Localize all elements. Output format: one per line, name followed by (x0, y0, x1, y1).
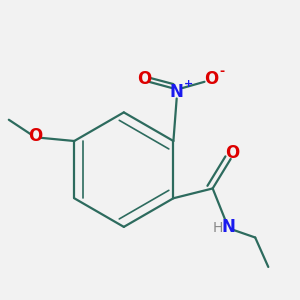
Text: O: O (225, 144, 239, 162)
Text: O: O (204, 70, 218, 88)
Text: O: O (28, 127, 42, 145)
Text: H: H (212, 221, 223, 235)
Text: N: N (170, 83, 184, 101)
Text: N: N (221, 218, 235, 236)
Text: O: O (137, 70, 151, 88)
Text: -: - (219, 65, 224, 78)
Text: +: + (184, 79, 193, 89)
